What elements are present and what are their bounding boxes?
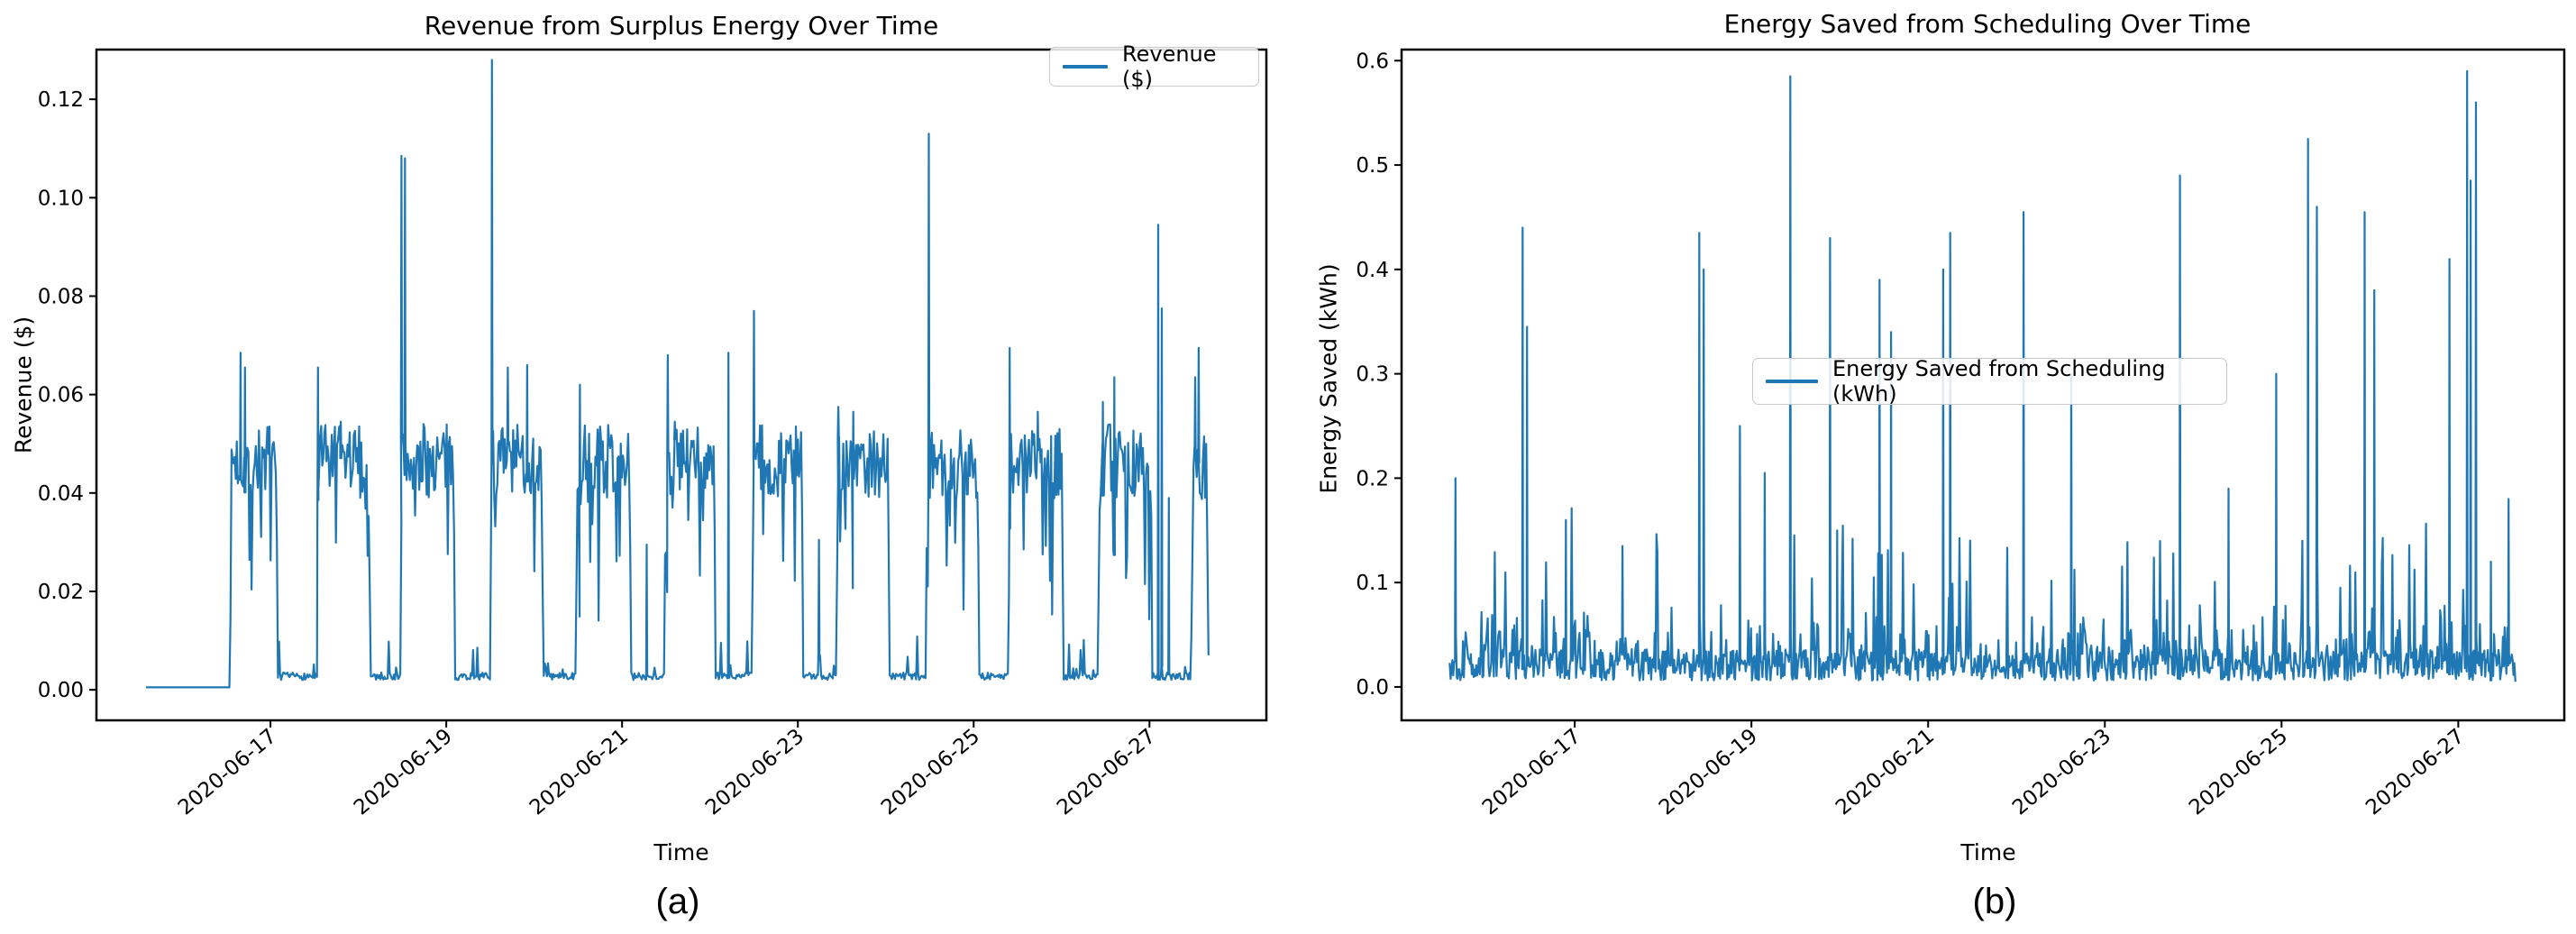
chart-b-legend: Energy Saved from Scheduling (kWh) bbox=[1752, 356, 2227, 407]
x-axis-b: 2020-06-17 2020-06-19 2020-06-21 2020-06-23… bbox=[1478, 720, 2469, 820]
y-tick-label: 0.5 bbox=[1356, 154, 1389, 178]
x-tick-label: 2020-06-23 bbox=[2008, 725, 2115, 820]
chart-a-legend: Revenue ($) bbox=[1049, 41, 1259, 92]
y-tick-label: 0.00 bbox=[38, 679, 84, 702]
y-tick-label: 0.12 bbox=[38, 88, 84, 112]
x-tick-label: 2020-06-25 bbox=[877, 725, 984, 820]
y-axis-b: 0.0 0.1 0.2 0.3 0.4 0.5 0.6 bbox=[1356, 50, 1402, 700]
y-tick-label: 0.1 bbox=[1356, 572, 1389, 595]
x-tick-label: 2020-06-27 bbox=[1053, 725, 1160, 820]
chart-b-legend-label: Energy Saved from Scheduling (kWh) bbox=[1832, 356, 2166, 407]
x-tick-label: 2020-06-17 bbox=[1478, 725, 1585, 820]
chart-b-title: Energy Saved from Scheduling Over Time bbox=[1723, 9, 2252, 39]
y-tick-label: 0.04 bbox=[38, 482, 84, 506]
subfigure-caption-b: (b) bbox=[1972, 882, 2017, 921]
chart-b-x-axis-label: Time bbox=[1960, 839, 2016, 865]
y-tick-label: 0.02 bbox=[38, 581, 84, 604]
axes-frame-a bbox=[95, 48, 1268, 722]
x-tick-label: 2020-06-19 bbox=[1655, 725, 1762, 820]
chart-a-x-axis-label: Time bbox=[653, 839, 709, 865]
x-tick-label: 2020-06-27 bbox=[2361, 725, 2469, 820]
x-tick-label: 2020-06-21 bbox=[525, 725, 633, 820]
series-line-b bbox=[1448, 69, 2517, 682]
y-tick-label: 0.06 bbox=[38, 384, 84, 407]
y-tick-label: 0.6 bbox=[1356, 50, 1389, 73]
y-tick-label: 0.2 bbox=[1356, 467, 1389, 490]
legend-line-sample-icon bbox=[1766, 380, 1818, 383]
y-tick-label: 0.4 bbox=[1356, 259, 1389, 282]
y-tick-label: 0.0 bbox=[1356, 676, 1389, 700]
y-tick-label: 0.3 bbox=[1356, 363, 1389, 387]
plot-b: 2020-06-17 2020-06-19 2020-06-21 2020-06-23… bbox=[1356, 48, 2566, 820]
chart-a-legend-label: Revenue ($) bbox=[1122, 41, 1217, 92]
y-axis-a: 0.00 0.02 0.04 0.06 0.08 0.10 0.12 bbox=[38, 88, 96, 702]
x-tick-label: 2020-06-23 bbox=[701, 725, 808, 820]
x-tick-label: 2020-06-25 bbox=[2185, 725, 2292, 820]
x-axis-a: 2020-06-17 2020-06-19 2020-06-21 2020-06-23… bbox=[174, 720, 1160, 820]
plot-a: 2020-06-17 2020-06-19 2020-06-21 2020-06-23… bbox=[38, 48, 1268, 820]
chart-b-y-axis-label: Energy Saved (kWh) bbox=[1315, 263, 1342, 494]
y-tick-label: 0.08 bbox=[38, 285, 84, 308]
series-line-a bbox=[146, 59, 1210, 689]
y-tick-label: 0.10 bbox=[38, 187, 84, 210]
x-tick-label: 2020-06-17 bbox=[174, 725, 281, 820]
legend-line-sample-icon bbox=[1063, 65, 1108, 69]
axes-frame-b bbox=[1400, 48, 2566, 722]
chart-a-y-axis-label: Revenue ($) bbox=[10, 316, 37, 454]
x-tick-label: 2020-06-21 bbox=[1832, 725, 1939, 820]
subfigure-caption-a: (a) bbox=[655, 882, 700, 921]
chart-a-title: Revenue from Surplus Energy Over Time bbox=[424, 11, 939, 41]
x-tick-label: 2020-06-19 bbox=[350, 725, 457, 820]
